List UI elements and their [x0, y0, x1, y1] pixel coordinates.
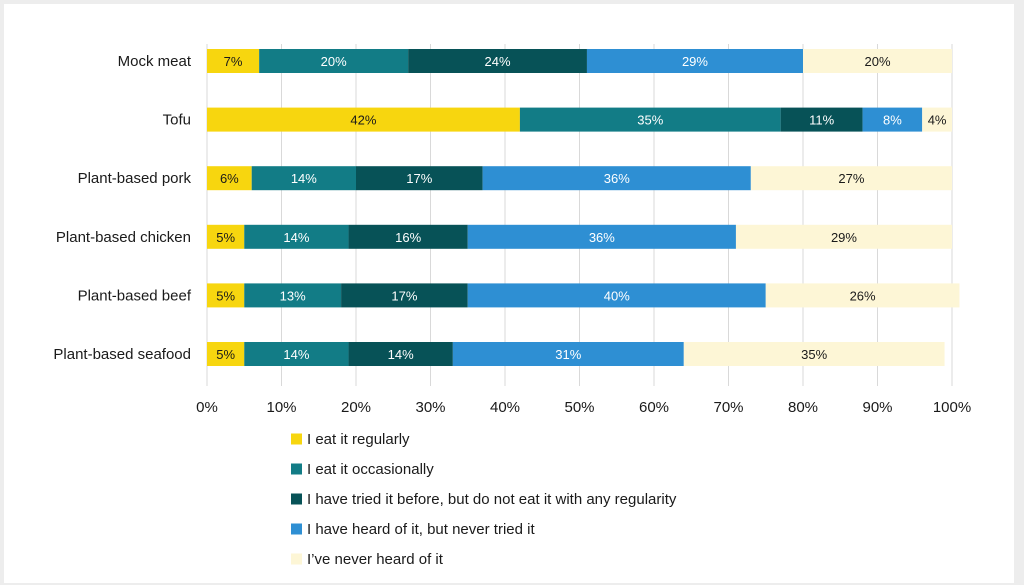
data-label: 14% — [283, 230, 309, 245]
bar-segment — [356, 166, 483, 191]
data-label: 42% — [350, 113, 376, 128]
category-label: Plant-based beef — [78, 287, 192, 304]
data-label: 36% — [604, 171, 630, 186]
bar-segment — [467, 224, 736, 249]
category-labels: Mock meat Tofu Plant-based pork Plant-based… — [53, 53, 191, 363]
category-label: Plant-based seafood — [53, 346, 191, 363]
gridlines — [206, 44, 953, 386]
data-label: 40% — [604, 288, 630, 303]
category-label: Mock meat — [118, 53, 192, 70]
bar-segment — [735, 224, 952, 249]
data-label: 20% — [864, 54, 890, 69]
x-axis-ticks: 0% 10% 20% 30% 40% 50% 60% 70% 80% 90% 100% — [196, 399, 971, 416]
legend-label: I eat it occasionally — [307, 461, 434, 478]
category-label: Plant-based chicken — [56, 229, 191, 246]
data-label: 24% — [485, 54, 511, 69]
data-label: 36% — [589, 230, 615, 245]
bar-segment — [862, 107, 923, 132]
data-label: 4% — [928, 113, 947, 128]
x-tick-label: 40% — [490, 399, 520, 416]
data-label: 14% — [388, 347, 414, 362]
bar-segment — [259, 49, 409, 73]
x-tick-label: 70% — [713, 399, 743, 416]
bar-segment — [482, 166, 751, 191]
data-label: 7% — [224, 54, 243, 69]
x-tick-label: 90% — [862, 399, 892, 416]
data-label: 14% — [283, 347, 309, 362]
data-label: 35% — [801, 347, 827, 362]
bar-segment — [207, 224, 245, 249]
chart-frame: 7% 20% 24% 29% 20% 42% 35% 11% 8% 4% 6% 14% 17% 36% 27… — [4, 4, 1014, 583]
bar-segment — [586, 49, 803, 73]
bars: 7% 20% 24% 29% 20% 42% 35% 11% 8% 4% 6% 14% 17% 36% 27… — [207, 49, 960, 366]
bar-segment — [244, 283, 342, 308]
legend-label: I have tried it before, but do not eat i… — [307, 491, 677, 508]
bar-segment — [750, 166, 952, 191]
bar-segment — [348, 342, 453, 366]
bar-segment — [683, 342, 945, 366]
x-tick-label: 100% — [933, 399, 971, 416]
bar-segment — [244, 342, 349, 366]
data-label: 6% — [220, 171, 239, 186]
data-label: 27% — [838, 171, 864, 186]
data-label: 29% — [682, 54, 708, 69]
data-label: 5% — [216, 288, 235, 303]
legend: I eat it regularly I eat it occasionally I… — [291, 431, 677, 568]
bar-segment — [452, 342, 684, 366]
x-tick-label: 10% — [266, 399, 296, 416]
bar-segment — [765, 283, 960, 308]
bar-segment — [244, 224, 349, 249]
bar-segment — [207, 107, 520, 132]
legend-swatch — [291, 463, 302, 475]
data-label: 5% — [216, 347, 235, 362]
x-tick-label: 30% — [415, 399, 445, 416]
data-label: 20% — [321, 54, 347, 69]
x-tick-label: 0% — [196, 399, 218, 416]
category-label: Plant-based pork — [78, 170, 192, 187]
data-label: 14% — [291, 171, 317, 186]
data-label: 16% — [395, 230, 421, 245]
data-label: 5% — [216, 230, 235, 245]
x-tick-label: 50% — [564, 399, 594, 416]
bar-segment — [251, 166, 356, 191]
data-label: 31% — [555, 347, 581, 362]
legend-swatch — [291, 523, 302, 535]
legend-swatch — [291, 493, 302, 505]
bar-segment — [207, 166, 252, 191]
category-label: Tofu — [163, 112, 191, 129]
legend-label: I have heard of it, but never tried it — [307, 521, 535, 538]
data-label: 17% — [391, 288, 417, 303]
data-label: 13% — [280, 288, 306, 303]
data-label: 17% — [406, 171, 432, 186]
data-label: 11% — [809, 113, 834, 128]
legend-swatch — [291, 433, 302, 445]
bar-segment — [803, 49, 952, 73]
bar-segment — [207, 342, 245, 366]
x-tick-label: 80% — [788, 399, 818, 416]
stacked-bar-chart: 7% 20% 24% 29% 20% 42% 35% 11% 8% 4% 6% 14% 17% 36% 27… — [53, 44, 971, 568]
bar-segment — [207, 49, 260, 73]
legend-swatch — [291, 553, 302, 565]
bar-segment — [341, 283, 468, 308]
bar-segment — [519, 107, 781, 132]
legend-label: I’ve never heard of it — [307, 551, 444, 568]
bar-segment — [348, 224, 468, 249]
bar-segment — [467, 283, 766, 308]
bar-segment — [780, 107, 863, 132]
x-tick-label: 20% — [341, 399, 371, 416]
bar-segment — [408, 49, 587, 73]
data-label: 29% — [831, 230, 857, 245]
data-label: 8% — [883, 113, 902, 128]
data-label: 26% — [850, 288, 876, 303]
x-tick-label: 60% — [639, 399, 669, 416]
data-label: 35% — [637, 113, 663, 128]
bar-segment — [922, 107, 952, 132]
legend-label: I eat it regularly — [307, 431, 410, 448]
bar-segment — [207, 283, 245, 308]
